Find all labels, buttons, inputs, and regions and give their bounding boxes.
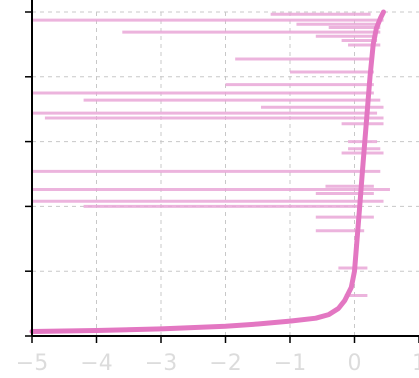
x-tick-label: −3 xyxy=(145,351,177,376)
x-tick-label: −5 xyxy=(16,351,48,376)
x-tick-label: −4 xyxy=(80,351,112,376)
line-layer xyxy=(29,9,386,334)
cumulative-line xyxy=(29,9,386,334)
x-tick-label: 0 xyxy=(348,351,362,376)
bars-layer xyxy=(32,12,390,297)
axes-layer xyxy=(25,0,419,343)
x-tick-label: −1 xyxy=(274,351,306,376)
x-tick-labels: −5 −4 −3 −2 −1 0 1 xyxy=(16,351,419,376)
x-tick-label: 1 xyxy=(412,351,419,376)
x-tick-label: −2 xyxy=(209,351,241,376)
